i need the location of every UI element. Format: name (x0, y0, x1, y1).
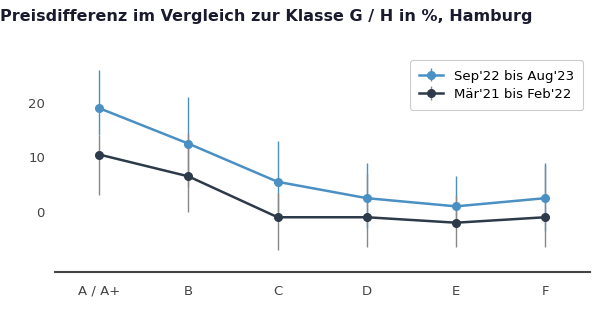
Legend: Sep'22 bis Aug'23, Mär'21 bis Feb'22: Sep'22 bis Aug'23, Mär'21 bis Feb'22 (410, 60, 583, 110)
Text: Preisdifferenz im Vergleich zur Klasse G / H in %, Hamburg: Preisdifferenz im Vergleich zur Klasse G… (0, 9, 533, 24)
